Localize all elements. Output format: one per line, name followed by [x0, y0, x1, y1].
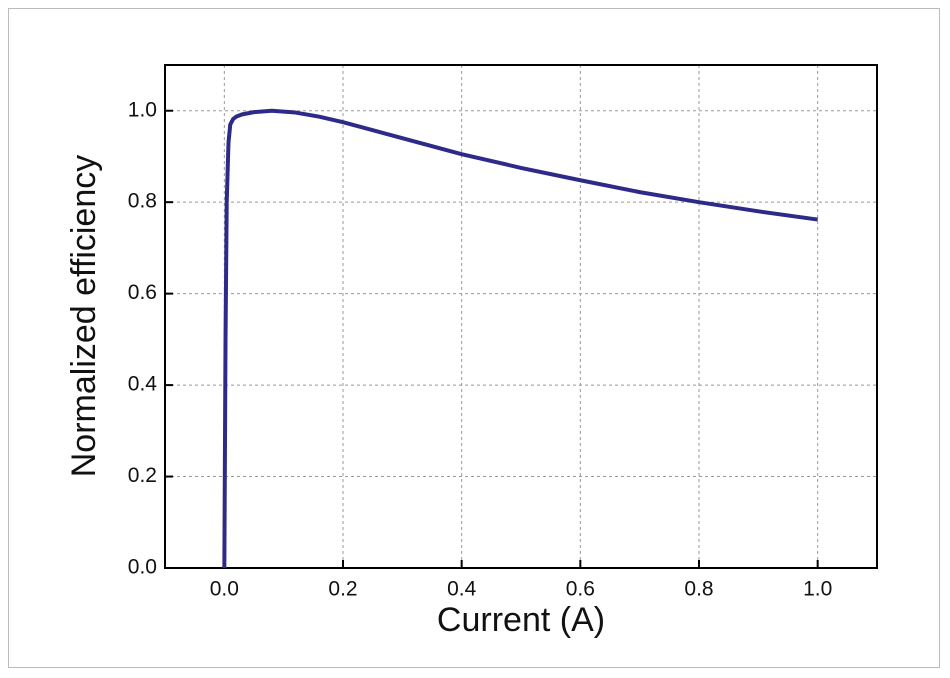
y-tick-label: 0.6 — [128, 281, 157, 304]
figure-border — [8, 8, 940, 668]
x-tick-label: 0.2 — [328, 578, 357, 601]
y-tick-label: 0.4 — [128, 373, 158, 396]
x-tick-label: 0.0 — [210, 578, 239, 601]
data-line — [222, 108, 818, 569]
x-axis-label: Current (A) — [437, 601, 605, 639]
plot-frame — [164, 64, 878, 569]
y-tick-label: 1.0 — [128, 98, 157, 121]
x-tick-label: 0.4 — [447, 578, 477, 601]
x-tick-label: 0.6 — [566, 578, 595, 601]
y-axis-label: Normalized efficiency — [65, 155, 103, 478]
y-tick-label: 0.8 — [128, 190, 157, 213]
x-tick-label: 1.0 — [803, 578, 832, 601]
y-tick-label: 0.0 — [128, 556, 157, 579]
x-tick-label: 0.8 — [684, 578, 713, 601]
y-tick-label: 0.2 — [128, 464, 157, 487]
